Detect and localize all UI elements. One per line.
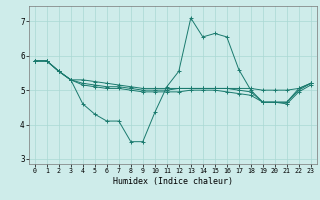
X-axis label: Humidex (Indice chaleur): Humidex (Indice chaleur) xyxy=(113,177,233,186)
